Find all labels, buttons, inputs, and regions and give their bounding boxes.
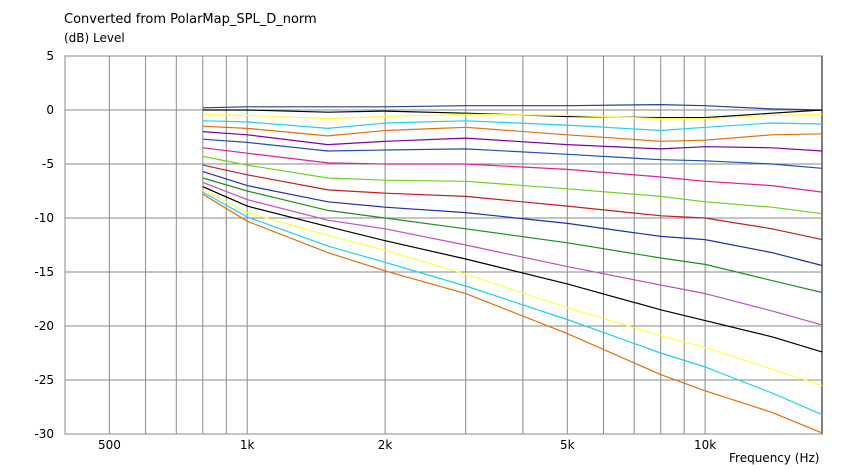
series-line [202,181,823,326]
y-tick-label: -5 [42,157,54,171]
series-line [202,164,823,241]
series-line [202,147,823,193]
series-line [202,113,823,120]
series-line [202,131,823,152]
x-axis-label: Frequency (Hz) [729,451,820,465]
y-tick-label: -25 [34,373,54,387]
x-tick-label: 2k [378,438,393,452]
series-line [202,120,823,132]
x-tick-label: 10k [694,438,716,452]
y-tick-label: 5 [46,49,54,63]
y-tick-label: 0 [46,103,54,117]
x-tick-label: 5k [560,438,575,452]
chart-title: Converted from PolarMap_SPL_D_norm [64,12,317,27]
x-tick-label: 1k [240,438,255,452]
series-line [202,191,823,416]
x-tick-label: 500 [98,438,121,452]
series-line [202,138,823,169]
series-line [202,171,823,267]
y-tick-label: -20 [34,319,54,333]
y-axis-label: (dB) Level [64,31,125,45]
series-line [202,103,823,111]
x-tick-labels: 500 1k 2k 5k 10k [98,438,716,452]
series-line [202,186,823,353]
y-tick-label: -15 [34,265,54,279]
series-line [202,155,823,215]
series-line [202,193,823,434]
series-line [202,125,823,142]
y-tick-label: -10 [34,211,54,225]
y-tick-label: -30 [34,427,54,441]
series-line [202,177,823,294]
series-lines [202,103,823,434]
y-tick-labels: 5 0 -5 -10 -15 -20 -25 -30 [34,49,54,441]
series-line [202,189,823,386]
